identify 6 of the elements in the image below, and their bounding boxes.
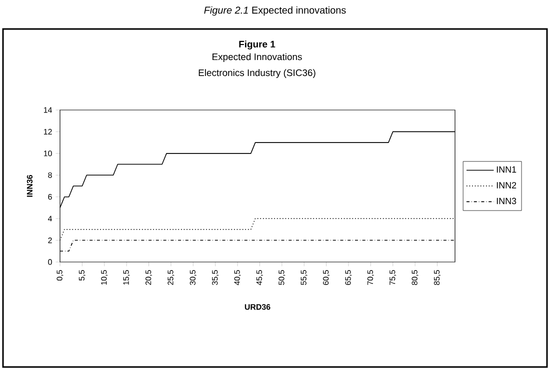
legend-label: INN2 <box>496 182 516 188</box>
chart-title: Figure 1 <box>239 40 276 50</box>
chart-subtitle: Expected Innovations Electronics Industry (SIC36) <box>198 53 316 78</box>
text: Figure 2.1 Expected innovations <box>204 6 346 16</box>
legend-label: INN3 <box>496 198 516 204</box>
legend-label: INN1 <box>496 166 516 173</box>
